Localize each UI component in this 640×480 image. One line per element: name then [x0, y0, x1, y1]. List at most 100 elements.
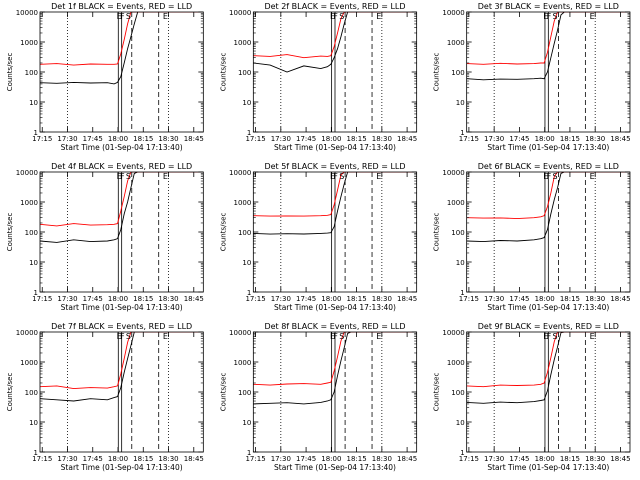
x-tick-label: 18:30: [158, 295, 178, 303]
x-tick-label: 17:45: [509, 135, 529, 143]
flag-label: E: [117, 12, 122, 21]
flag-label: E: [330, 332, 335, 341]
y-axis-label: Counts/sec: [6, 373, 14, 412]
x-tick-label: 18:00: [535, 455, 555, 463]
x-tick-label: 17:30: [57, 295, 77, 303]
flag-label: F: [333, 12, 338, 21]
x-tick-label: 18:00: [321, 455, 341, 463]
x-tick-label: 18:15: [347, 135, 367, 143]
x-tick-label: 18:30: [158, 135, 178, 143]
x-tick-label: 18:30: [372, 135, 392, 143]
y-axis-label: Counts/sec: [219, 373, 227, 412]
panel-title: Det 7f BLACK = Events, RED = LLD: [51, 322, 192, 331]
flag-label: F: [547, 12, 552, 21]
series-group: [40, 172, 202, 243]
y-tick-label: 1: [460, 129, 464, 137]
flag-label: E: [330, 172, 335, 181]
x-tick-label: 17:45: [83, 135, 103, 143]
series-line: [40, 12, 202, 66]
x-tick-label: 17:15: [459, 295, 479, 303]
y-tick-label: 1000: [447, 199, 465, 207]
flag-label: S: [553, 12, 558, 21]
x-tick-label: 17:45: [509, 455, 529, 463]
flag-label: F: [120, 332, 125, 341]
series-line: [466, 12, 629, 81]
flag-label: E: [543, 332, 548, 341]
y-tick-label: 10: [242, 99, 251, 107]
series-group: [253, 172, 415, 235]
x-tick-label: 18:15: [133, 135, 153, 143]
flag-label: F: [333, 332, 338, 341]
y-tick-label: 10000: [16, 9, 38, 17]
x-tick-label: 18:15: [347, 295, 367, 303]
y-tick-label: 1: [34, 129, 38, 137]
series-line: [253, 332, 415, 386]
x-tick-label: 18:00: [108, 135, 128, 143]
flag-label: E: [376, 332, 381, 341]
x-tick-label: 17:45: [296, 455, 316, 463]
series-group: [466, 332, 629, 404]
series-group: [40, 12, 202, 85]
series-group: [466, 172, 629, 243]
flag-label: E: [330, 12, 335, 21]
y-tick-label: 1: [247, 129, 251, 137]
series-group: [253, 332, 415, 405]
x-tick-label: 18:30: [585, 295, 605, 303]
series-line: [40, 172, 202, 227]
flag-label: S: [126, 332, 131, 341]
x-tick-label: 17:30: [57, 135, 77, 143]
flag-label: F: [547, 332, 552, 341]
flag-label: E: [543, 12, 548, 21]
flag-label: S: [553, 172, 558, 181]
x-tick-label: 18:45: [184, 455, 204, 463]
y-axis-label: Counts/sec: [6, 213, 14, 252]
x-tick-label: 17:45: [296, 295, 316, 303]
x-tick-label: 17:15: [245, 455, 265, 463]
x-tick-label: 17:45: [509, 295, 529, 303]
x-tick-label: 18:30: [372, 455, 392, 463]
y-tick-label: 10: [242, 259, 251, 267]
flag-label: S: [339, 172, 344, 181]
flag-label: E: [590, 332, 595, 341]
x-tick-label: 17:15: [245, 135, 265, 143]
y-tick-label: 1: [34, 289, 38, 297]
flag-label: S: [126, 172, 131, 181]
x-tick-label: 18:15: [347, 455, 367, 463]
series-line: [466, 332, 629, 404]
panel-title: Det 1f BLACK = Events, RED = LLD: [51, 2, 192, 11]
panel-title: Det 6f BLACK = Events, RED = LLD: [478, 162, 619, 171]
y-tick-label: 1000: [234, 39, 252, 47]
series-line: [253, 12, 415, 59]
y-tick-label: 100: [25, 69, 38, 77]
x-tick-label: 18:30: [585, 135, 605, 143]
panel-title: Det 4f BLACK = Events, RED = LLD: [51, 162, 192, 171]
series-line: [253, 172, 415, 217]
x-tick-label: 17:30: [484, 135, 504, 143]
y-tick-label: 1: [460, 289, 464, 297]
series-line: [253, 12, 415, 73]
y-tick-label: 10: [456, 419, 465, 427]
y-tick-label: 1000: [234, 359, 252, 367]
y-tick-label: 10: [29, 259, 38, 267]
series-line: [466, 172, 629, 243]
x-tick-label: 18:00: [321, 295, 341, 303]
x-tick-label: 17:15: [459, 135, 479, 143]
series-line: [466, 12, 629, 65]
y-tick-label: 10: [456, 259, 465, 267]
flag-label: E: [117, 332, 122, 341]
x-tick-label: 17:15: [32, 295, 52, 303]
series-line: [40, 332, 202, 390]
panel-title: Det 9f BLACK = Events, RED = LLD: [478, 322, 619, 331]
flag-label: E: [163, 332, 168, 341]
y-tick-label: 100: [451, 229, 464, 237]
y-tick-label: 10000: [442, 9, 464, 17]
y-tick-label: 10000: [442, 169, 464, 177]
y-tick-label: 10000: [16, 329, 38, 337]
